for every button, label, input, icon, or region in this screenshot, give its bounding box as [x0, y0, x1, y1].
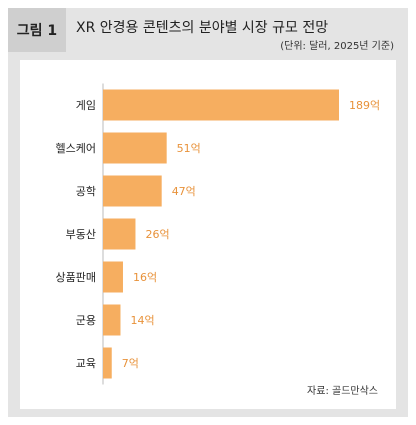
figure-title: XR 안경용 콘텐츠의 분야별 시장 규모 전망	[76, 20, 329, 36]
bar	[103, 132, 167, 164]
value-label: 189억	[349, 99, 380, 112]
bar	[103, 304, 121, 336]
unit-note: (단위: 달러, 2025년 기준)	[280, 41, 394, 52]
category-label: 공학	[76, 185, 96, 198]
value-label: 16억	[133, 271, 157, 284]
category-label: 헬스케어	[56, 142, 96, 155]
figure-frame: 그림 1 XR 안경용 콘텐츠의 분야별 시장 규모 전망 (단위: 달러, 2…	[8, 8, 408, 417]
category-label: 상품판매	[56, 271, 96, 284]
source-note: 자료: 골드만삭스	[307, 386, 378, 397]
figure-tag: 그림 1	[8, 8, 66, 52]
bar	[103, 89, 339, 121]
bar	[103, 347, 112, 379]
category-label: 게임	[76, 99, 96, 112]
value-label: 26억	[145, 228, 169, 241]
category-label: 교육	[76, 357, 96, 370]
value-label: 7억	[122, 357, 139, 370]
bar	[103, 261, 123, 293]
value-label: 51억	[177, 142, 201, 155]
category-label: 부동산	[66, 228, 96, 241]
bar	[103, 175, 162, 207]
value-label: 47억	[172, 185, 196, 198]
value-label: 14억	[130, 314, 154, 327]
category-label: 군용	[76, 314, 96, 327]
figure-header: 그림 1 XR 안경용 콘텐츠의 분야별 시장 규모 전망 (단위: 달러, 2…	[8, 8, 408, 52]
bar	[103, 218, 136, 250]
